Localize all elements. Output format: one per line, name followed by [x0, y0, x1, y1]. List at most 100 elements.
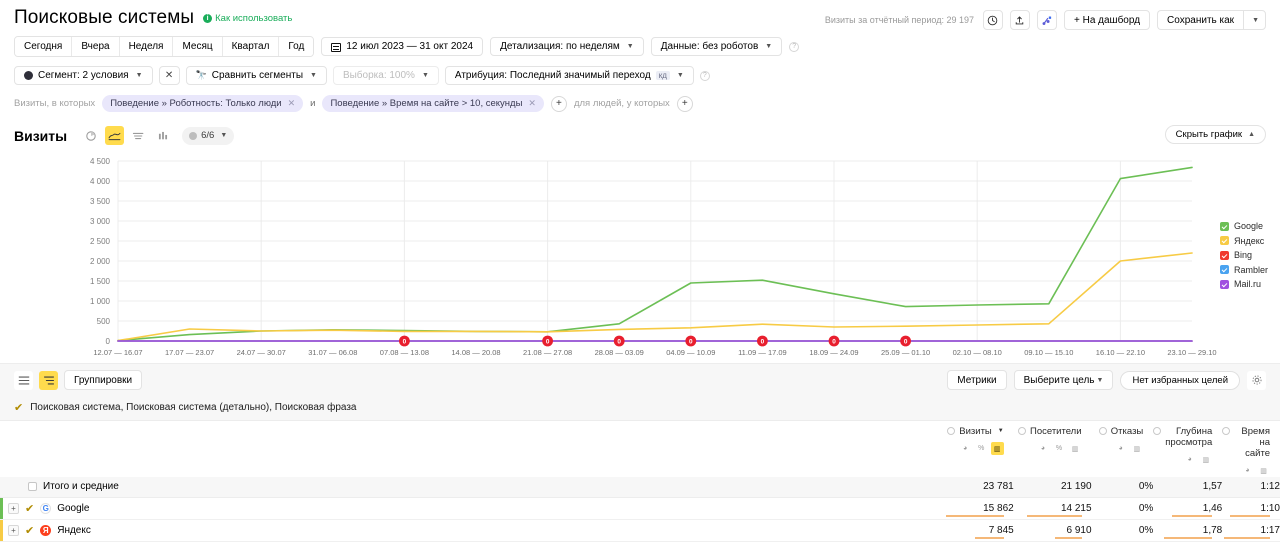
pie-icon[interactable]: ◕	[1040, 445, 1046, 452]
goal-label: Выберите цель	[1023, 374, 1095, 386]
date-range-picker[interactable]: 12 июл 2023 — 31 окт 2024	[321, 37, 484, 56]
bar-icon[interactable]: ▥	[1202, 456, 1210, 464]
help-icon[interactable]: ?	[789, 41, 800, 52]
save-as-button[interactable]: Сохранить как	[1157, 10, 1244, 30]
attribution-label: Атрибуция: Последний значимый переход	[454, 70, 651, 81]
period-tab-month[interactable]: Месяц	[173, 37, 223, 56]
gear-icon[interactable]	[1247, 370, 1266, 390]
svg-text:0: 0	[617, 339, 621, 346]
percent-icon[interactable]: %	[978, 445, 985, 452]
info-icon: i	[203, 13, 213, 23]
add-to-dashboard-button[interactable]: + На дашборд	[1063, 10, 1151, 30]
expand-row-button[interactable]: +	[8, 502, 19, 514]
condition-chip-label: Поведение » Роботность: Только люди	[110, 98, 282, 109]
chevron-down-icon: ▼	[765, 43, 773, 50]
table-row[interactable]: + ✔ G Google 15 862 14 215 0% 1,46	[0, 497, 1280, 520]
metric-count-button[interactable]: 6/6 ▼	[182, 126, 235, 145]
pie-icon[interactable]: ◕	[1118, 445, 1123, 452]
period-tab-yesterday[interactable]: Вчера	[72, 37, 120, 56]
help-icon[interactable]: ?	[699, 70, 710, 81]
svg-text:4 500: 4 500	[90, 157, 111, 166]
hide-chart-button[interactable]: Скрыть график ▲	[1164, 125, 1266, 144]
pie-chart-icon[interactable]	[81, 126, 101, 145]
period-tab-week[interactable]: Неделя	[119, 37, 174, 56]
segment-select[interactable]: Сегмент: 2 условия ▼	[14, 66, 153, 85]
table-header-visitors[interactable]: Посетители ◕ % ▥	[1013, 421, 1092, 477]
period-tab-quarter[interactable]: Квартал	[222, 37, 280, 56]
save-as-group: Сохранить как ▼	[1157, 10, 1266, 30]
compare-icon[interactable]	[1036, 10, 1057, 30]
chart-toolbar: Визиты 6/6 ▼ Скрыть график ▲	[0, 125, 1280, 145]
tree-view-icon[interactable]	[39, 370, 58, 390]
radio-icon[interactable]	[1222, 427, 1231, 435]
line-chart-icon[interactable]	[105, 126, 125, 145]
bar-icon[interactable]: ▥	[1260, 467, 1267, 475]
svg-text:1 500: 1 500	[90, 277, 111, 286]
legend-item-mailru[interactable]: Mail.ru	[1219, 279, 1268, 289]
table-row[interactable]: + ✔ Я Яндекс 7 845 6 910 0% 1,78	[0, 519, 1280, 542]
pie-icon[interactable]: ◕	[963, 445, 968, 452]
check-icon[interactable]: ✔	[25, 502, 35, 515]
legend-item-rambler[interactable]: Rambler	[1219, 265, 1268, 275]
add-condition-button[interactable]: +	[550, 95, 567, 112]
pie-icon[interactable]: ◕	[1187, 456, 1192, 463]
sample-select[interactable]: Выборка: 100% ▼	[332, 66, 439, 85]
row-label: Яндекс	[57, 524, 91, 536]
radio-icon[interactable]	[1017, 427, 1026, 435]
data-filter-select[interactable]: Данные: без роботов ▼	[650, 37, 783, 56]
checkbox-icon[interactable]	[28, 482, 37, 492]
table-header-visits[interactable]: Визиты ▼ ◕ % ▥	[947, 421, 1014, 477]
close-icon[interactable]: ✕	[287, 98, 296, 108]
attribution-select[interactable]: Атрибуция: Последний значимый переход кд…	[444, 66, 694, 85]
radio-icon[interactable]	[1098, 427, 1107, 435]
header-actions: Визиты за отчётный период: 29 197 + На д…	[825, 10, 1266, 30]
add-people-condition-button[interactable]: +	[676, 95, 693, 112]
legend-item-google[interactable]: Google	[1219, 221, 1268, 231]
clear-segment-button[interactable]: ✕	[158, 66, 180, 85]
legend-item-bing[interactable]: Bing	[1219, 250, 1268, 260]
table-total-row: Итого и средние 23 781 21 190 0% 1,57 1:…	[0, 477, 1280, 498]
visits-line-chart[interactable]: 0 500 1 000 1 500 2 000 2 500 3 000 3 500 4 000 4…	[0, 153, 1280, 363]
radio-icon[interactable]	[1153, 427, 1162, 435]
conditions-suffix: для людей, у которых	[573, 98, 670, 109]
pie-icon[interactable]: ◕	[1245, 467, 1250, 474]
close-icon[interactable]: ✕	[528, 98, 536, 108]
detalization-select[interactable]: Детализация: по неделям ▼	[490, 37, 644, 56]
condition-chip[interactable]: Поведение » Время на сайте > 10, секунды…	[322, 95, 544, 112]
compare-segments-button[interactable]: 🔭 Сравнить сегменты ▼	[185, 66, 327, 85]
check-icon[interactable]: ✔	[25, 524, 35, 537]
period-tab-today[interactable]: Сегодня	[15, 37, 73, 56]
legend-item-yandex[interactable]: Яндекс	[1219, 236, 1268, 246]
metrics-button[interactable]: Метрики	[947, 370, 1007, 390]
bar-icon[interactable]: ▥	[1133, 445, 1141, 453]
clock-icon[interactable]	[982, 10, 1003, 30]
percent-icon[interactable]: %	[1055, 445, 1063, 452]
export-icon[interactable]	[1009, 10, 1030, 30]
groupings-button[interactable]: Группировки	[64, 370, 143, 390]
area-chart-icon[interactable]	[129, 126, 149, 145]
how-to-use-link[interactable]: i Как использовать	[203, 13, 292, 24]
radio-icon[interactable]	[947, 427, 956, 435]
column-micro-buttons: ◕ ▥	[1092, 442, 1154, 455]
total-bounces: 0%	[1091, 477, 1154, 498]
table-header-bounces[interactable]: Отказы ◕ ▥	[1091, 421, 1154, 477]
segment-label: Сегмент: 2 условия	[38, 70, 129, 81]
save-as-caret-button[interactable]: ▼	[1243, 10, 1266, 30]
expand-row-button[interactable]: +	[8, 524, 19, 536]
check-icon[interactable]: ✔	[14, 402, 24, 414]
period-tab-year[interactable]: Год	[279, 37, 314, 56]
list-view-icon[interactable]	[14, 370, 33, 390]
row-visits: 7 845	[947, 519, 1014, 542]
condition-chip[interactable]: Поведение » Роботность: Только люди ✕	[102, 95, 304, 112]
table-header-time[interactable]: Время на сайте ◕ ▥	[1222, 421, 1280, 477]
total-time: 1:12	[1222, 477, 1280, 498]
no-favourite-goals-button[interactable]: Нет избранных целей	[1120, 370, 1240, 390]
bar-icon[interactable]: ▥	[1071, 445, 1079, 453]
bar-chart-icon[interactable]	[153, 126, 173, 145]
bar-icon[interactable]: ▥	[990, 442, 1004, 455]
date-range-label: 12 июл 2023 — 31 окт 2024	[346, 41, 474, 52]
table-header-depth[interactable]: Глубина просмотра ◕ ▥	[1153, 421, 1223, 477]
visits-summary: Визиты за отчётный период: 29 197	[824, 15, 974, 25]
goal-select[interactable]: Выберите цель ▼	[1013, 370, 1114, 390]
row-time-value: 1:17	[1260, 524, 1280, 536]
